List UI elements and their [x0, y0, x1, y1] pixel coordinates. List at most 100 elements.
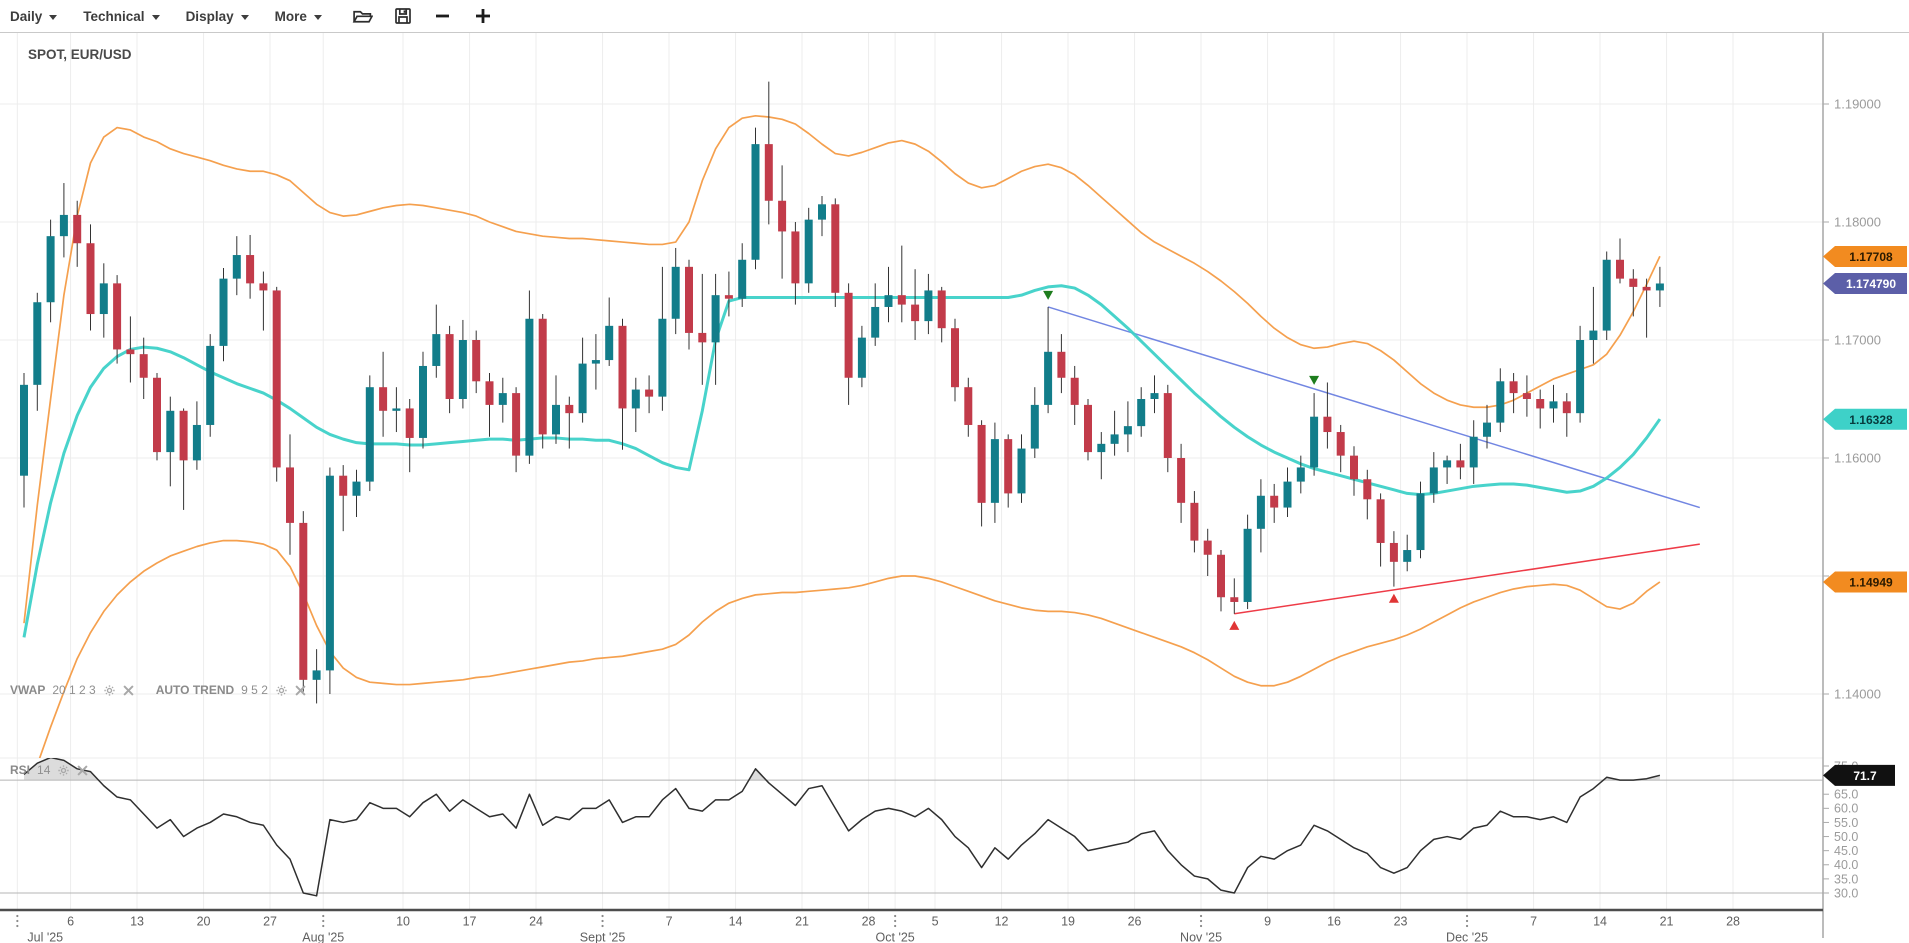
menu-timeframe[interactable]: Daily [10, 8, 58, 24]
rsi-label: RSI [10, 763, 31, 777]
close-icon[interactable] [295, 684, 306, 696]
svg-text:28: 28 [862, 914, 876, 928]
svg-text:12: 12 [995, 914, 1009, 928]
svg-text:71.7: 71.7 [1853, 769, 1877, 783]
save-icon[interactable] [392, 5, 414, 27]
zoom-out-icon[interactable] [432, 5, 454, 27]
svg-text:1.174790: 1.174790 [1846, 277, 1896, 291]
menu-more-label: More [274, 8, 307, 24]
svg-text:1.14949: 1.14949 [1849, 576, 1893, 590]
svg-text:55.0: 55.0 [1834, 816, 1858, 830]
candles-layer [20, 81, 1664, 704]
price-badge [1823, 764, 1895, 786]
svg-text:28: 28 [1726, 914, 1740, 928]
open-folder-icon[interactable] [352, 5, 374, 27]
menu-technical[interactable]: Technical [83, 9, 160, 24]
chevron-down-icon [151, 14, 160, 20]
rsi-line [23, 758, 1661, 897]
sell-marker-icon [1043, 290, 1054, 300]
vwap-upper-band [23, 114, 1661, 624]
auto-trend-params: 9 5 2 [241, 683, 268, 697]
svg-text:1.18000: 1.18000 [1834, 215, 1881, 230]
svg-text:Nov '25: Nov '25 [1180, 930, 1222, 943]
svg-text:Oct '25: Oct '25 [876, 930, 915, 943]
buy-marker-icon [1388, 593, 1399, 603]
gear-icon[interactable] [275, 684, 288, 697]
vwap-params: 20 1 2 3 [52, 683, 96, 697]
trendline-resistance [1047, 306, 1701, 509]
sell-marker-icon [1309, 375, 1320, 385]
svg-text:14: 14 [729, 914, 743, 928]
svg-text:5: 5 [932, 914, 939, 928]
svg-text:13: 13 [130, 914, 144, 928]
zoom-in-icon[interactable] [472, 5, 494, 27]
svg-text:21: 21 [795, 914, 809, 928]
price-badge [1823, 245, 1907, 267]
price-badge [1823, 272, 1907, 294]
svg-text:1.16328: 1.16328 [1849, 413, 1893, 427]
svg-text:21: 21 [1660, 914, 1674, 928]
vwap-lower-band [38, 539, 1661, 758]
svg-text:60.0: 60.0 [1834, 802, 1858, 816]
gear-icon[interactable] [103, 684, 116, 697]
buy-marker-icon [1229, 620, 1240, 630]
menu-more[interactable]: More [275, 9, 322, 24]
svg-text:20: 20 [197, 914, 211, 928]
svg-text:10: 10 [396, 914, 410, 928]
symbol-label: SPOT, EUR/USD [28, 47, 132, 62]
svg-text:1.16000: 1.16000 [1834, 451, 1881, 466]
vwap-line [22, 284, 1662, 638]
chart-canvas[interactable]: 1.190001.180001.170001.160001.150001.140… [0, 33, 1909, 943]
svg-text:1.17708: 1.17708 [1849, 250, 1893, 264]
trendline-support [1234, 543, 1700, 615]
svg-text:9: 9 [1264, 914, 1271, 928]
svg-text:17: 17 [463, 914, 477, 928]
toolbar: Daily Technical Display More [0, 0, 1909, 33]
menu-timeframe-label: Daily [10, 8, 43, 24]
svg-text:1.14000: 1.14000 [1834, 687, 1881, 702]
chevron-down-icon [240, 14, 249, 20]
auto-trend-label: AUTO TREND [155, 683, 235, 697]
price-badge [1823, 408, 1907, 430]
menu-display[interactable]: Display [186, 9, 249, 24]
price-badge [1823, 571, 1907, 593]
svg-text:50.0: 50.0 [1834, 830, 1858, 844]
rsi-overbought-fill [24, 758, 1660, 781]
rsi-params: 14 [37, 763, 51, 777]
svg-text:27: 27 [263, 914, 277, 928]
price-pane [22, 114, 1701, 758]
svg-text:Sept '25: Sept '25 [580, 930, 626, 943]
rsi-indicator-row: RSI 14 [10, 763, 88, 777]
chart-area: 1.190001.180001.170001.160001.150001.140… [0, 33, 1909, 943]
svg-text:Jul '25: Jul '25 [27, 930, 63, 943]
close-icon[interactable] [77, 764, 88, 776]
svg-text:7: 7 [1530, 914, 1537, 928]
svg-text:Aug '25: Aug '25 [302, 930, 344, 943]
gear-icon[interactable] [57, 764, 70, 777]
close-icon[interactable] [123, 684, 134, 696]
chevron-down-icon [49, 14, 58, 20]
svg-text:1.17000: 1.17000 [1834, 333, 1881, 348]
x-axis: 6 13 20 27 10 17 24 7 14 21 28 5 12 19 26 9 16 23 7 14 21 28 J… [16, 914, 1740, 943]
svg-text:14: 14 [1593, 914, 1607, 928]
svg-text:6: 6 [67, 914, 74, 928]
svg-text:Dec '25: Dec '25 [1446, 930, 1488, 943]
chevron-down-icon [313, 14, 322, 20]
svg-text:16: 16 [1327, 914, 1341, 928]
vwap-label: VWAP [10, 683, 46, 697]
svg-text:23: 23 [1394, 914, 1408, 928]
vwap-indicator-row: VWAP 20 1 2 3 AUTO TREND 9 5 2 [10, 683, 306, 697]
right-axis[interactable]: 1.190001.180001.170001.160001.150001.140… [0, 33, 1907, 938]
svg-text:7: 7 [666, 914, 673, 928]
toolbar-icons [352, 5, 494, 27]
svg-text:35.0: 35.0 [1834, 872, 1858, 886]
rsi-pane [23, 758, 1661, 897]
gridlines [0, 33, 1823, 910]
svg-text:26: 26 [1128, 914, 1142, 928]
svg-text:40.0: 40.0 [1834, 858, 1858, 872]
menu-display-label: Display [185, 8, 234, 24]
svg-text:24: 24 [529, 914, 543, 928]
svg-text:65.0: 65.0 [1834, 788, 1858, 802]
svg-text:45.0: 45.0 [1834, 844, 1858, 858]
